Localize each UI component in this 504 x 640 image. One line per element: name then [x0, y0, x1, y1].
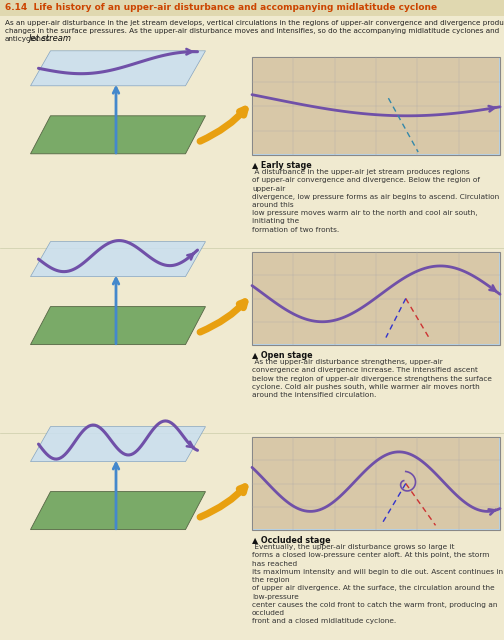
Polygon shape — [31, 241, 206, 276]
Text: As the upper-air disturbance strengthens, upper-air
convergence and divergence i: As the upper-air disturbance strengthens… — [252, 359, 492, 398]
FancyBboxPatch shape — [0, 0, 504, 16]
Polygon shape — [31, 492, 206, 530]
Polygon shape — [31, 307, 206, 344]
FancyBboxPatch shape — [252, 437, 500, 530]
FancyBboxPatch shape — [252, 252, 500, 345]
FancyBboxPatch shape — [253, 58, 499, 154]
FancyBboxPatch shape — [253, 253, 499, 344]
Polygon shape — [31, 51, 206, 86]
Text: Jet stream: Jet stream — [29, 34, 72, 43]
Text: A disturbance in the upper-air jet stream produces regions
of upper-air converge: A disturbance in the upper-air jet strea… — [252, 169, 499, 233]
Text: Eventually, the upper-air disturbance grows so large it
forms a closed low-press: Eventually, the upper-air disturbance gr… — [252, 544, 503, 624]
Polygon shape — [31, 427, 206, 461]
Text: ▲ Occluded stage: ▲ Occluded stage — [252, 536, 331, 545]
Text: 6.14  Life history of an upper-air disturbance and accompanying midlatitude cycl: 6.14 Life history of an upper-air distur… — [5, 3, 437, 13]
Text: ▲ Open stage: ▲ Open stage — [252, 351, 312, 360]
Text: ▲ Early stage: ▲ Early stage — [252, 161, 312, 170]
FancyBboxPatch shape — [252, 57, 500, 155]
Text: As an upper-air disturbance in the jet stream develops, vertical circulations in: As an upper-air disturbance in the jet s… — [5, 20, 504, 42]
Polygon shape — [31, 116, 206, 154]
FancyBboxPatch shape — [253, 438, 499, 529]
